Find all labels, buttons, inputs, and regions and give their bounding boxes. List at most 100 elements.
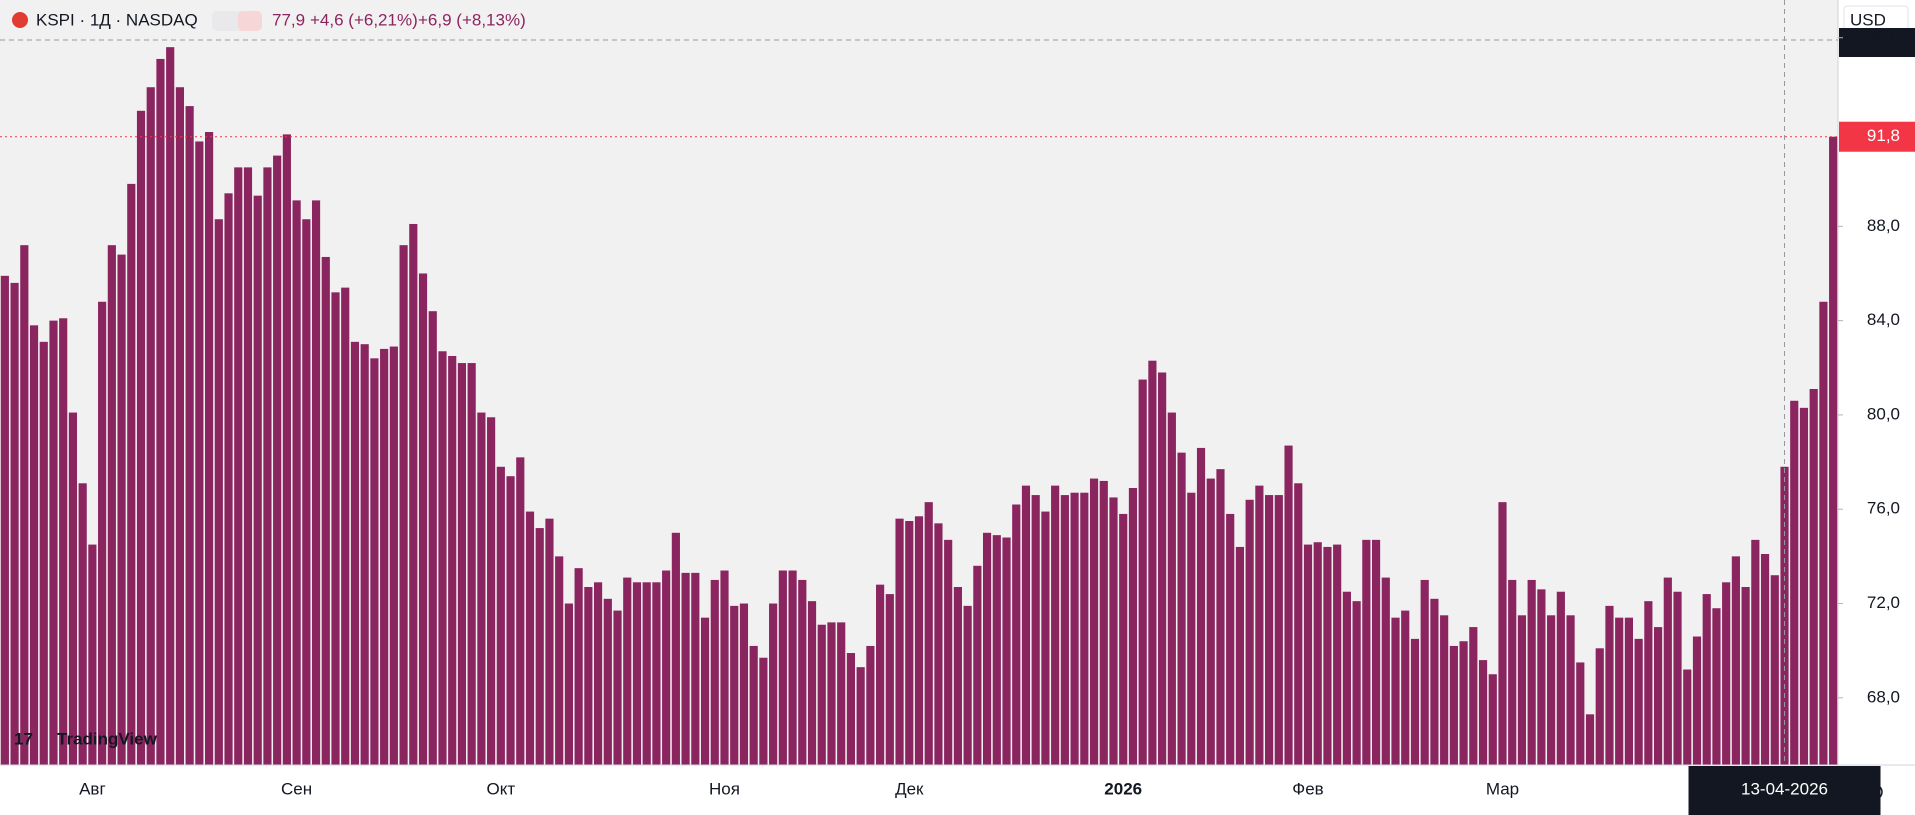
bar	[506, 476, 515, 765]
bar	[1206, 478, 1215, 765]
bar	[720, 570, 729, 765]
bar	[107, 245, 116, 766]
bar	[1080, 492, 1089, 765]
bar	[1799, 407, 1809, 765]
bar	[59, 318, 68, 765]
bar	[1595, 648, 1604, 765]
bar	[1323, 546, 1332, 765]
bar	[642, 582, 651, 765]
bar	[243, 167, 253, 765]
bar	[778, 570, 787, 765]
bar	[992, 535, 1001, 765]
crosshair-price-box	[1839, 28, 1915, 57]
bar	[876, 584, 885, 765]
bar	[807, 601, 817, 765]
bar	[1177, 452, 1186, 765]
bar	[934, 523, 943, 765]
bar	[564, 603, 573, 765]
y-tick-label: 96,0	[1867, 27, 1900, 46]
bar	[914, 516, 924, 765]
bar	[593, 582, 603, 765]
bar	[525, 511, 535, 765]
bar	[603, 598, 612, 765]
bar	[1187, 492, 1196, 765]
bar	[253, 195, 262, 765]
bar	[730, 605, 739, 765]
bar	[1537, 589, 1546, 765]
bar	[1196, 447, 1206, 765]
bar	[856, 667, 865, 765]
bar	[1041, 511, 1050, 765]
bar	[399, 245, 408, 766]
y-tick-label: 76,0	[1867, 499, 1900, 518]
bar	[185, 106, 194, 765]
bar	[1547, 615, 1556, 765]
bar	[1002, 537, 1011, 765]
bar	[788, 570, 797, 765]
bar	[613, 610, 622, 765]
bar	[1235, 546, 1245, 765]
bar	[389, 346, 398, 765]
bar	[370, 358, 379, 765]
bar	[1566, 615, 1575, 765]
bar	[1410, 638, 1420, 765]
bar	[749, 645, 758, 765]
bar	[1430, 598, 1439, 765]
bar	[1391, 617, 1400, 765]
bar	[1829, 136, 1838, 766]
header: KSPI · 1Д · NASDAQ 77,9 +4,6 (+6,21%) +6…	[12, 10, 526, 31]
bar	[224, 193, 233, 765]
bar	[1362, 539, 1371, 765]
bar	[1663, 577, 1672, 765]
bar	[885, 594, 894, 765]
bar	[555, 556, 564, 765]
last-value: 77,9	[272, 10, 305, 29]
y-tick-label: 88,0	[1867, 216, 1900, 235]
x-tick-label: Авг	[79, 779, 106, 798]
bar	[1585, 714, 1595, 765]
bar	[623, 577, 632, 765]
bar	[1488, 674, 1497, 765]
bar	[652, 582, 661, 765]
bar	[1440, 615, 1449, 765]
bar	[321, 256, 330, 765]
bar	[127, 183, 136, 765]
bar	[1634, 638, 1643, 765]
bar	[681, 572, 690, 765]
bar	[1790, 400, 1799, 765]
bar	[1469, 627, 1478, 765]
bar	[710, 579, 719, 765]
bar	[302, 219, 311, 765]
bar	[1459, 641, 1468, 765]
change: +4,6 (+6,21%)	[310, 10, 418, 29]
bar	[1313, 542, 1322, 765]
bar	[963, 605, 972, 765]
watermark-text: TradingView	[57, 729, 158, 748]
crosshair-date-box	[1688, 766, 1881, 815]
bar	[156, 58, 165, 765]
bar	[1741, 587, 1750, 765]
watermark-logo: 17	[14, 729, 33, 748]
bar	[1673, 591, 1682, 765]
currency[interactable]: USD	[1850, 10, 1886, 29]
status-badge-alt[interactable]	[238, 11, 262, 31]
bar	[944, 539, 953, 765]
bar	[88, 544, 97, 765]
bar	[438, 351, 447, 765]
bar	[1809, 388, 1818, 765]
bar	[1119, 513, 1128, 765]
change-2: +6,9 (+8,13%)	[418, 10, 526, 29]
bar	[0, 275, 9, 765]
bar	[1245, 499, 1254, 765]
x-tick-label: Фев	[1292, 779, 1323, 798]
last-price-box	[1839, 121, 1915, 152]
bar	[1712, 608, 1721, 765]
x-tick-label: Мар	[1486, 779, 1519, 798]
bar	[29, 325, 39, 765]
bar	[1352, 601, 1361, 765]
bar	[1508, 579, 1517, 765]
bar	[1576, 662, 1585, 765]
x-tick-label: Окт	[487, 779, 516, 798]
bar	[545, 518, 554, 765]
